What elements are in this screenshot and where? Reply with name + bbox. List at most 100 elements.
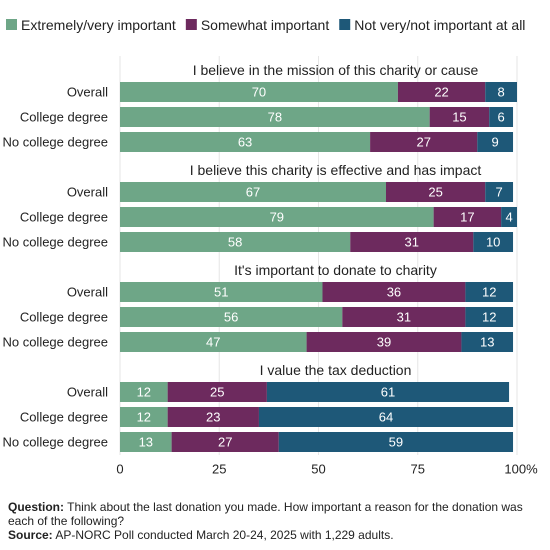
bar-label-0-0-0: 70 [252,85,266,100]
x-tick-label-3: 75 [411,462,425,477]
row-label-2-2: No college degree [2,335,108,350]
bar-label-3-1-2: 64 [379,410,393,425]
x-tick-label-4: 100% [504,462,538,477]
bar-label-0-1-0: 78 [268,110,282,125]
bar-0-0-1 [397,82,486,102]
row-label-1-1: College degree [20,210,108,225]
bar-1-1-2 [501,207,517,227]
bar-label-0-1-2: 6 [498,110,505,125]
bar-label-3-0-1: 25 [210,385,224,400]
bar-2-2-2 [461,332,514,352]
bar-label-3-0-2: 61 [381,385,395,400]
bar-3-0-0 [120,382,168,402]
bar-1-0-1 [385,182,486,202]
bar-label-0-2-2: 9 [492,135,499,150]
row-label-0-0: Overall [67,85,108,100]
legend-swatch-1 [185,19,197,30]
legend-label-1: Somewhat important [201,17,330,33]
bar-label-0-0-1: 22 [434,85,448,100]
bar-label-2-2-1: 39 [377,335,391,350]
bar-label-1-1-1: 17 [460,210,474,225]
bar-3-2-0 [120,432,172,452]
bar-0-0-0 [120,82,398,102]
bar-label-1-0-0: 67 [246,185,260,200]
bar-label-2-1-0: 56 [224,310,238,325]
group-title-3: I value the tax deduction [260,362,412,378]
legend-swatch-2 [339,19,351,30]
row-label-3-2: No college degree [2,435,108,450]
bar-label-1-0-2: 7 [496,185,503,200]
bar-label-0-0-2: 8 [498,85,505,100]
bar-0-1-2 [489,107,514,127]
bar-1-0-0 [120,182,386,202]
bar-label-1-1-2: 4 [505,210,512,225]
legend-label-2: Not very/not important at all [354,17,525,33]
row-label-0-1: College degree [20,110,108,125]
row-label-1-2: No college degree [2,235,108,250]
bar-0-2-1 [370,132,478,152]
chart-footer: Question: Think about the last donation … [8,500,542,542]
bar-3-1-0 [120,407,168,427]
bar-3-0-1 [167,382,267,402]
bar-3-1-2 [258,407,514,427]
group-title-0: I believe in the mission of this charity… [193,62,479,78]
bar-label-3-2-1: 27 [218,435,232,450]
bar-1-1-1 [433,207,502,227]
source-note: Source: AP-NORC Poll conducted March 20-… [8,528,542,542]
bar-0-2-2 [477,132,514,152]
bar-label-0-1-1: 15 [452,110,466,125]
bar-2-1-0 [120,307,343,327]
bar-3-2-2 [278,432,514,452]
bar-2-0-2 [465,282,514,302]
bar-label-2-0-2: 12 [482,285,496,300]
bar-label-2-1-2: 12 [482,310,496,325]
stacked-bar-chart: Extremely/very important Somewhat importa… [2,17,538,477]
bar-label-2-2-2: 13 [480,335,494,350]
row-label-0-2: No college degree [2,135,108,150]
bar-2-2-1 [306,332,462,352]
bar-label-3-0-0: 12 [137,385,151,400]
bar-label-1-1-0: 79 [270,210,284,225]
question-label: Question: [8,500,64,514]
bar-1-1-0 [120,207,434,227]
row-label-2-0: Overall [67,285,108,300]
bar-label-3-2-2: 59 [389,435,403,450]
bar-label-3-1-1: 23 [206,410,220,425]
legend-swatch-0 [6,19,17,30]
bar-1-2-0 [120,232,351,252]
bar-0-1-1 [429,107,490,127]
bar-label-1-2-2: 10 [486,235,500,250]
row-label-1-0: Overall [67,185,108,200]
bar-label-3-2-0: 13 [139,435,153,450]
bar-label-0-2-1: 27 [416,135,430,150]
bar-2-1-1 [342,307,466,327]
bar-2-2-0 [120,332,307,352]
bar-label-2-2-0: 47 [206,335,220,350]
bar-0-0-2 [485,82,517,102]
bar-3-2-1 [171,432,279,452]
source-text: AP-NORC Poll conducted March 20-24, 2025… [55,528,394,542]
bar-label-0-2-0: 63 [238,135,252,150]
x-tick-label-2: 50 [311,462,325,477]
bar-label-2-1-1: 31 [397,310,411,325]
x-tick-label-0: 0 [116,462,123,477]
bar-3-1-1 [167,407,259,427]
bar-label-1-0-1: 25 [428,185,442,200]
bar-label-2-0-0: 51 [214,285,228,300]
group-title-2: It's important to donate to charity [234,262,437,278]
bar-1-2-2 [473,232,514,252]
bar-label-3-1-0: 12 [137,410,151,425]
x-tick-label-1: 25 [212,462,226,477]
bar-3-0-2 [266,382,510,402]
row-label-3-0: Overall [67,385,108,400]
bar-label-2-0-1: 36 [387,285,401,300]
question-text: Think about the last donation you made. … [8,500,523,528]
bar-2-0-0 [120,282,323,302]
bar-0-2-0 [120,132,371,152]
question-note: Question: Think about the last donation … [8,500,542,528]
bar-1-2-1 [350,232,474,252]
bar-2-1-2 [465,307,514,327]
source-label: Source: [8,528,53,542]
bar-0-1-0 [120,107,430,127]
legend-label-0: Extremely/very important [21,17,176,33]
